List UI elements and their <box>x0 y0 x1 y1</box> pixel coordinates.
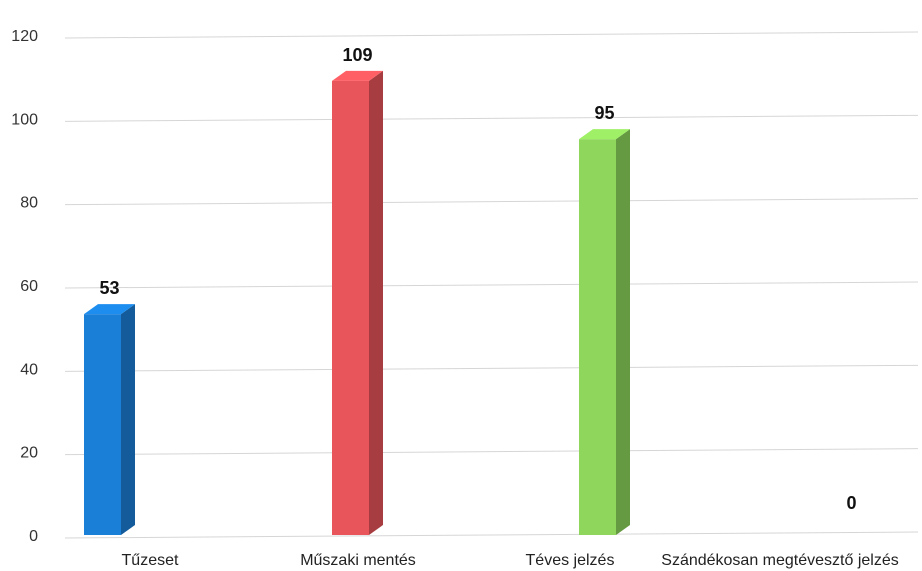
bar <box>579 129 630 535</box>
bar <box>84 304 135 535</box>
data-label: 0 <box>846 493 856 513</box>
bar-side <box>616 129 630 535</box>
data-label: 95 <box>594 103 614 123</box>
gridline <box>64 198 919 206</box>
bars <box>84 70 630 535</box>
gridline <box>64 531 919 539</box>
x-category-label: Téves jelzés <box>526 552 615 569</box>
category-labels: Tűzeset Műszaki mentés Téves jelzés Szándék… <box>122 552 899 569</box>
bar-top <box>84 304 135 315</box>
bar-top <box>332 70 383 81</box>
y-tick-label: 20 <box>20 445 38 462</box>
x-category-label: Tűzeset <box>122 552 179 569</box>
gridline <box>64 114 919 122</box>
bar-front <box>332 80 369 535</box>
data-label: 109 <box>342 45 372 65</box>
gridlines <box>64 31 919 539</box>
bar-side <box>369 70 383 535</box>
y-tick-label: 120 <box>11 28 38 45</box>
bar <box>332 70 383 535</box>
bar-side <box>121 304 135 535</box>
y-tick-label: 40 <box>20 361 38 378</box>
data-labels: 53 109 95 0 <box>99 45 856 513</box>
y-axis-tick-labels: 0 20 40 60 80 100 120 <box>11 28 38 545</box>
y-tick-label: 100 <box>11 111 38 128</box>
bar-front <box>84 314 121 535</box>
gridline <box>64 31 919 39</box>
gridline <box>64 448 919 456</box>
gridline <box>64 364 919 372</box>
x-category-label: Szándékosan megtévesztő jelzés <box>661 552 898 569</box>
bar-front <box>579 139 616 535</box>
data-label: 53 <box>99 278 119 298</box>
bar-top <box>579 129 630 140</box>
gridline <box>64 281 919 289</box>
y-tick-label: 60 <box>20 278 38 295</box>
y-tick-label: 80 <box>20 195 38 212</box>
y-tick-label: 0 <box>29 528 38 545</box>
x-category-label: Műszaki mentés <box>300 552 416 569</box>
